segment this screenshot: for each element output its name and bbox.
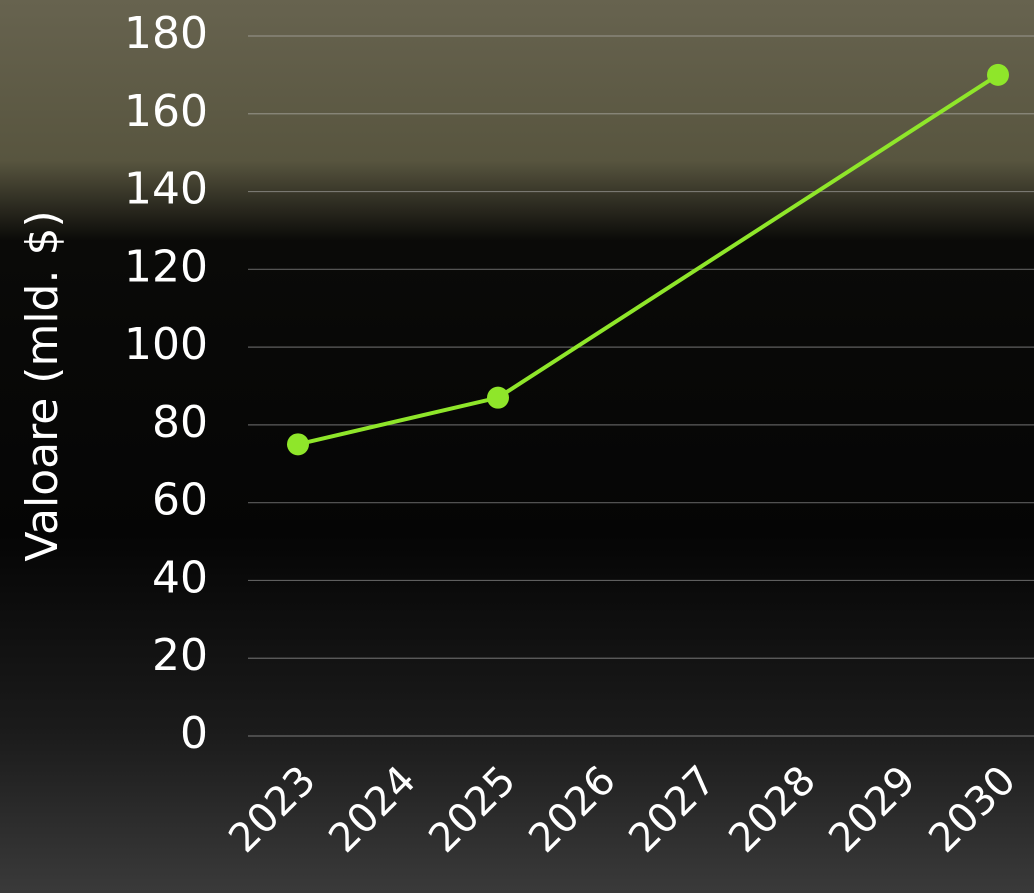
point (987, 63, 1009, 86)
y-tick-label: 60 (152, 475, 208, 526)
y-tick-label: 80 (152, 397, 208, 448)
y-tick-label: 140 (124, 164, 208, 215)
point (487, 386, 509, 409)
y-axis-label: Valoare (mld. $) (17, 210, 68, 561)
y-tick-label: 0 (180, 708, 208, 759)
y-tick-label: 160 (124, 86, 208, 137)
y-tick-label: 100 (124, 319, 208, 370)
y-tick-label: 40 (152, 552, 208, 603)
point (287, 433, 309, 456)
y-tick-label: 20 (152, 630, 208, 681)
y-tick-label: 120 (124, 241, 208, 292)
y-tick-label: 180 (124, 8, 208, 59)
